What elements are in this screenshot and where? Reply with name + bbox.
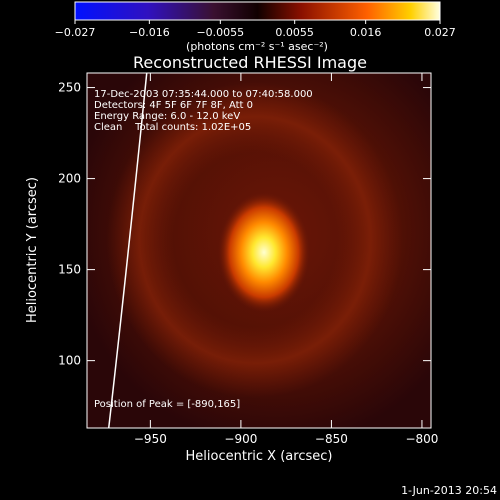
annotation-energy: Energy Range: 6.0 - 12.0 keV bbox=[94, 111, 240, 122]
colorbar: −0.027 −0.016 −0.0055 0.0055 0.016 0.027 (pho… bbox=[55, 1, 456, 53]
x-tick-label: −850 bbox=[315, 432, 348, 446]
colorbar-tick-label: 0.0055 bbox=[275, 26, 314, 39]
limb-curve bbox=[107, 73, 148, 428]
colorbar-gradient bbox=[74, 1, 441, 21]
chart-title: Reconstructed RHESSI Image bbox=[133, 53, 367, 72]
colorbar-tick-label: −0.027 bbox=[55, 26, 96, 39]
y-tick-label: 150 bbox=[58, 263, 81, 277]
footer-date: 1-Jun-2013 20:54 bbox=[401, 484, 497, 497]
y-axis-label: Heliocentric Y (arcsec) bbox=[25, 177, 40, 323]
annotation-time: 17-Dec-2003 07:35:44.000 to 07:40:58.000 bbox=[94, 89, 313, 100]
colorbar-units-label: (photons cm⁻² s⁻¹ asec⁻²) bbox=[186, 40, 328, 53]
plot-frame bbox=[86, 72, 432, 429]
peak-emission bbox=[218, 192, 310, 313]
annotation-peak: Position of Peak = [-890,165] bbox=[94, 399, 240, 410]
colorbar-tick-label: 0.016 bbox=[350, 26, 382, 39]
y-tick-label: 200 bbox=[58, 172, 81, 186]
y-tick-label: 250 bbox=[58, 81, 81, 95]
annotation-detectors: Detectors: 4F 5F 6F 7F 8F, Att 0 bbox=[94, 100, 253, 111]
y-axis-ticks: 100 150 200 250 bbox=[58, 81, 431, 368]
heatmap-image bbox=[87, 73, 431, 428]
colorbar-tick-label: 0.027 bbox=[424, 26, 456, 39]
colorbar-tick-label: −0.0055 bbox=[196, 26, 244, 39]
x-tick-label: −950 bbox=[134, 432, 167, 446]
annotation-clean: Clean Total counts: 1.02E+05 bbox=[94, 122, 251, 133]
y-tick-label: 100 bbox=[58, 354, 81, 368]
x-axis-ticks: −950 −900 −850 −800 bbox=[134, 73, 438, 446]
x-tick-label: −800 bbox=[405, 432, 438, 446]
x-tick-label: −900 bbox=[224, 432, 257, 446]
x-axis-label: Heliocentric X (arcsec) bbox=[186, 449, 333, 464]
colorbar-ticks: −0.027 −0.016 −0.0055 0.0055 0.016 0.027 bbox=[55, 20, 456, 39]
colorbar-tick-label: −0.016 bbox=[129, 26, 170, 39]
